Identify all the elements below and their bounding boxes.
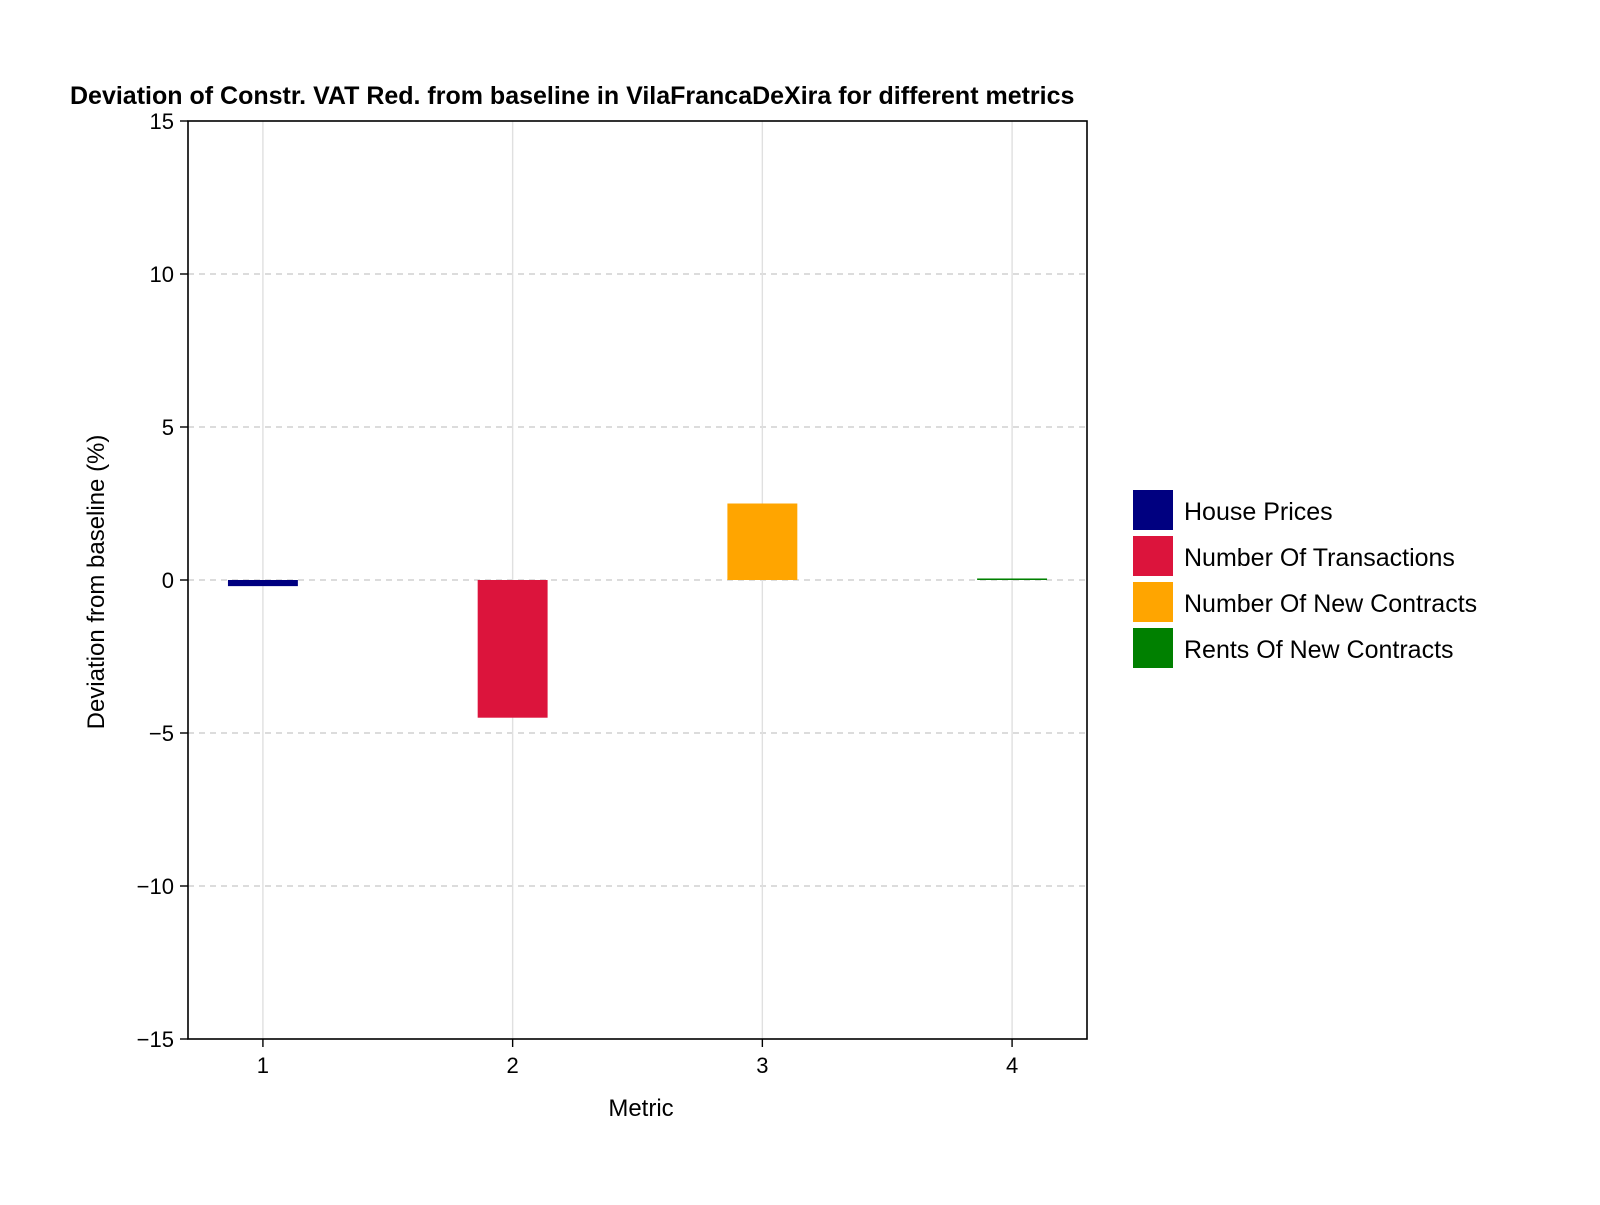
legend-swatch (1133, 490, 1173, 530)
legend-swatch (1133, 582, 1173, 622)
x-tick-label: 1 (257, 1053, 269, 1078)
y-tick-label: −15 (137, 1027, 174, 1052)
y-tick-label: 0 (162, 568, 174, 593)
y-tick-label: 10 (150, 262, 174, 287)
y-tick-label: 5 (162, 415, 174, 440)
bar (727, 503, 798, 580)
bar (477, 580, 548, 718)
y-axis-label: Deviation from baseline (%) (83, 435, 110, 730)
legend: House Prices Number Of Transactions Number… (1133, 490, 1477, 668)
legend-label: Number Of Transactions (1184, 544, 1455, 572)
x-tick-label: 3 (756, 1053, 768, 1078)
y-axis-ticks: 15 10 5 0 −5 −10 −15 (137, 109, 188, 1052)
legend-swatch (1133, 536, 1173, 576)
legend-label: House Prices (1184, 498, 1333, 526)
x-axis-label: Metric (608, 1095, 673, 1122)
legend-label: Number Of New Contracts (1184, 590, 1477, 618)
bar (227, 580, 298, 587)
y-tick-label: −10 (137, 874, 174, 899)
bars (227, 503, 1048, 718)
grid-lines (188, 121, 1087, 1039)
x-tick-label: 2 (507, 1053, 519, 1078)
bar (977, 578, 1048, 580)
y-tick-label: −5 (149, 721, 174, 746)
legend-label: Rents Of New Contracts (1184, 636, 1454, 664)
chart-title: Deviation of Constr. VAT Red. from basel… (70, 82, 1074, 110)
x-tick-label: 4 (1006, 1053, 1018, 1078)
x-axis-ticks: 1 2 3 4 (257, 1039, 1018, 1078)
legend-swatch (1133, 628, 1173, 668)
y-tick-label: 15 (150, 109, 174, 134)
